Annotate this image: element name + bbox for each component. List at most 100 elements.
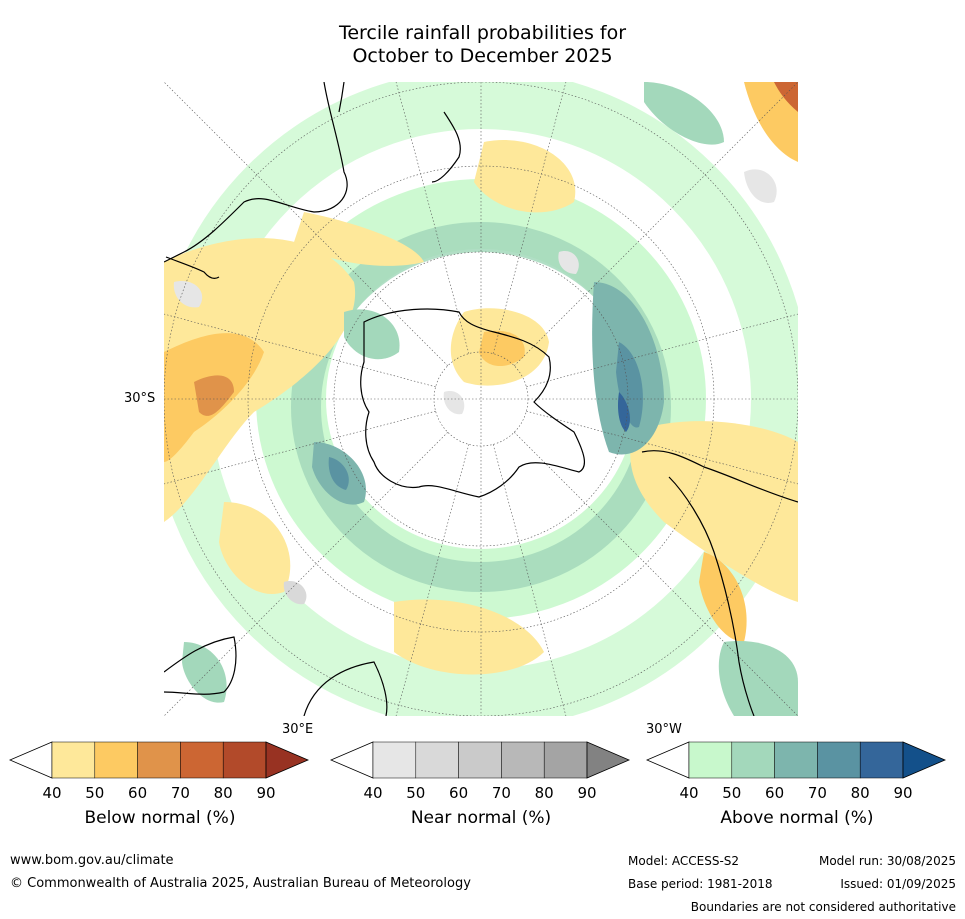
footer-issued: Issued: 01/09/2025 — [840, 877, 956, 891]
near-patch-4 — [283, 581, 307, 605]
colorbar-near-label: Near normal (%) — [410, 808, 552, 828]
below-patch-pole-core — [479, 330, 525, 367]
footer-website-link[interactable]: www.bom.gov.au/climate — [10, 853, 174, 868]
near-tick-60: 60 — [449, 784, 469, 802]
colorbar-swatch — [859, 741, 904, 779]
colorbar-swatch — [372, 741, 417, 779]
colorbar-above-normal — [645, 741, 947, 782]
australia-south-coast — [165, 256, 220, 279]
below-tick-80: 80 — [213, 784, 233, 802]
colorbar-near-swatches — [329, 741, 631, 779]
map-title: Tercile rainfall probabilities for Octob… — [0, 22, 965, 68]
above-tick-80: 80 — [850, 784, 870, 802]
south-america-outline — [641, 450, 798, 716]
polar-probability-map — [164, 82, 798, 716]
near-patch-1 — [744, 169, 777, 203]
meridian-line — [164, 432, 448, 716]
below-patch-corner-peak — [774, 82, 798, 112]
antarctica-outline — [360, 308, 586, 498]
colorbar-swatch — [501, 741, 545, 779]
below-patch-southwest — [219, 502, 291, 594]
meridian-line — [514, 82, 798, 366]
colorbar-extend-low — [8, 741, 53, 779]
above-patch-north — [644, 82, 724, 145]
africa-tip-outline — [164, 636, 237, 695]
colorbar-swatch — [415, 741, 459, 779]
below-patch-east-core — [699, 552, 747, 642]
near-tick-70: 70 — [491, 784, 511, 802]
colorbar-extend-high — [902, 741, 947, 779]
map-canvas — [164, 82, 798, 716]
near-tick-40: 40 — [363, 784, 383, 802]
below-patch-corner — [744, 82, 798, 162]
lon-label-30e: 30°E — [282, 722, 314, 737]
below-tick-50: 50 — [85, 784, 105, 802]
meridians — [164, 82, 798, 716]
above-tick-70: 70 — [807, 784, 827, 802]
meridian-line — [164, 82, 448, 366]
above-patch-east-peak — [617, 392, 630, 432]
colorbar-swatch — [94, 741, 138, 779]
colorbar-swatch — [137, 741, 181, 779]
above-patch-southwest-core — [328, 457, 349, 490]
coastlines — [164, 82, 798, 716]
colorbar-swatch — [731, 741, 775, 779]
below-tick-60: 60 — [128, 784, 148, 802]
above-tick-90: 90 — [893, 784, 913, 802]
lon-label-30w: 30°W — [646, 722, 682, 737]
colorbar-swatch — [688, 741, 733, 779]
below-tick-90: 90 — [256, 784, 276, 802]
below-tick-40: 40 — [42, 784, 62, 802]
near-tick-50: 50 — [406, 784, 426, 802]
above-patch-west — [344, 309, 400, 360]
near-tick-90: 90 — [577, 784, 597, 802]
colorbar-extend-high — [265, 741, 310, 779]
near-tick-80: 80 — [534, 784, 554, 802]
australia-east-coast — [338, 82, 345, 113]
colorbar-swatch — [543, 741, 588, 779]
lat-circle-60 — [333, 251, 629, 547]
title-line-2: October to December 2025 — [352, 45, 613, 67]
colorbar-swatch — [458, 741, 502, 779]
footer-model: Model: ACCESS-S2 — [628, 854, 740, 868]
above-tick-50: 50 — [722, 784, 742, 802]
new-zealand-north — [431, 111, 461, 183]
colorbar-below-normal — [8, 741, 310, 782]
below-tick-70: 70 — [170, 784, 190, 802]
colorbar-above-label: Above normal (%) — [720, 808, 874, 828]
below-patch-northwest — [294, 212, 424, 266]
below-patch-west-peak — [194, 375, 234, 416]
australia-outline — [164, 82, 348, 263]
meridian-line — [526, 410, 798, 485]
below-patch-north — [474, 140, 576, 213]
meridian-line — [395, 444, 470, 716]
colorbar-swatch — [51, 741, 96, 779]
footer-base-period: Base period: 1981-2018 — [628, 877, 773, 891]
above-patch-southwest-corner — [182, 642, 227, 703]
meridian-line — [514, 432, 798, 716]
near-patch-2 — [558, 251, 579, 274]
lat-label-30s: 30°S — [124, 391, 156, 406]
colorbar-extend-low — [645, 741, 690, 779]
footer-model-run: Model run: 30/08/2025 — [818, 854, 956, 868]
colorbar-swatch — [222, 741, 267, 779]
colorbar-below-swatches — [8, 741, 310, 779]
above-tick-60: 60 — [765, 784, 785, 802]
africa-south-outline — [303, 661, 388, 716]
colorbar-swatch — [180, 741, 224, 779]
colorbar-extend-low — [329, 741, 374, 779]
meridian-line — [526, 313, 798, 388]
colorbar-extend-high — [586, 741, 631, 779]
near-patch-3 — [173, 281, 203, 308]
above-tick-40: 40 — [679, 784, 699, 802]
colorbar-below-label: Below normal (%) — [84, 808, 236, 828]
below-patch-south — [394, 599, 544, 675]
below-patch-west — [164, 238, 356, 523]
title-line-1: Tercile rainfall probabilities for — [338, 22, 627, 44]
near-patch-5 — [443, 391, 465, 415]
footer-copyright: © Commonwealth of Australia 2025, Austra… — [10, 876, 471, 891]
colorbar-swatch — [774, 741, 818, 779]
colorbar-swatch — [817, 741, 861, 779]
colorbar-near-normal — [329, 741, 631, 782]
footer-disclaimer: Boundaries are not considered authoritat… — [690, 900, 956, 914]
